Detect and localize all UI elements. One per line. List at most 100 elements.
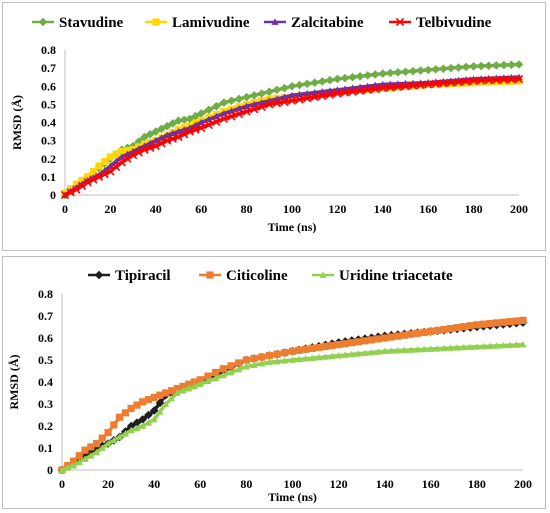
data-point bbox=[94, 172, 104, 182]
x-tick-label: 200 bbox=[510, 202, 528, 216]
data-point bbox=[121, 409, 129, 417]
data-point bbox=[461, 77, 471, 86]
data-point bbox=[340, 73, 350, 83]
data-point bbox=[280, 93, 289, 101]
data-point bbox=[308, 344, 316, 352]
data-point bbox=[335, 352, 343, 359]
data-point bbox=[424, 80, 433, 89]
data-point bbox=[116, 433, 124, 440]
data-point bbox=[453, 324, 461, 332]
data-point bbox=[287, 96, 297, 105]
data-point bbox=[288, 347, 297, 355]
data-point bbox=[348, 72, 357, 82]
data-point bbox=[162, 121, 172, 131]
data-point bbox=[219, 114, 229, 124]
data-point bbox=[242, 356, 250, 364]
x-tick-label: 120 bbox=[328, 202, 346, 216]
data-point bbox=[190, 382, 199, 390]
data-point bbox=[355, 86, 365, 95]
data-point bbox=[152, 137, 160, 144]
data-point bbox=[212, 117, 221, 127]
data-point bbox=[197, 118, 205, 126]
data-point bbox=[133, 401, 141, 409]
data-point bbox=[440, 325, 448, 334]
data-point bbox=[407, 330, 415, 338]
data-point bbox=[242, 107, 251, 116]
data-point bbox=[98, 434, 106, 442]
data-point bbox=[243, 102, 251, 110]
data-point bbox=[506, 341, 514, 349]
data-point bbox=[92, 448, 101, 456]
data-point bbox=[197, 123, 206, 133]
y-axis-label: RMSD (Å) bbox=[10, 95, 24, 150]
data-point bbox=[227, 112, 236, 121]
data-point bbox=[273, 95, 281, 102]
data-point bbox=[157, 134, 166, 141]
y-tick-label: 0 bbox=[47, 463, 53, 477]
legend-label: Tipiracil bbox=[115, 268, 171, 284]
data-point bbox=[295, 90, 304, 98]
data-point bbox=[92, 440, 101, 448]
data-point bbox=[454, 63, 463, 72]
data-point bbox=[281, 357, 289, 364]
x-tick-label: 140 bbox=[374, 202, 392, 216]
data-point bbox=[401, 82, 410, 91]
data-point bbox=[196, 380, 204, 388]
data-point bbox=[308, 354, 316, 361]
data-point bbox=[250, 361, 258, 369]
data-point bbox=[321, 353, 330, 360]
data-point bbox=[333, 74, 342, 84]
data-point bbox=[250, 354, 258, 363]
data-point bbox=[168, 119, 178, 128]
series-line bbox=[60, 318, 524, 472]
data-point bbox=[169, 129, 177, 137]
data-point bbox=[72, 180, 80, 188]
data-point bbox=[272, 85, 282, 95]
data-point bbox=[227, 362, 235, 370]
data-point bbox=[420, 328, 428, 336]
data-point bbox=[123, 146, 132, 155]
data-point bbox=[335, 341, 343, 349]
data-point bbox=[146, 139, 154, 147]
data-point bbox=[227, 368, 235, 376]
data-point bbox=[150, 393, 158, 401]
data-point bbox=[204, 372, 212, 380]
data-point bbox=[328, 341, 336, 350]
data-point bbox=[133, 424, 141, 432]
data-point bbox=[219, 371, 227, 379]
y-tick-label: 0.3 bbox=[41, 134, 56, 148]
data-point bbox=[144, 419, 153, 426]
data-point bbox=[227, 107, 236, 114]
data-point bbox=[431, 65, 441, 74]
data-point bbox=[180, 130, 189, 139]
data-point bbox=[363, 71, 372, 80]
data-point bbox=[491, 61, 501, 70]
data-point bbox=[144, 410, 153, 420]
legend-marker bbox=[312, 271, 334, 278]
data-point bbox=[272, 99, 282, 108]
data-point bbox=[106, 162, 114, 169]
data-point bbox=[446, 63, 456, 73]
data-point bbox=[378, 69, 388, 78]
data-point bbox=[499, 341, 507, 349]
data-point bbox=[302, 355, 310, 362]
data-point bbox=[81, 446, 89, 454]
data-point bbox=[69, 457, 78, 465]
data-point bbox=[367, 336, 376, 344]
data-point bbox=[486, 319, 494, 328]
data-point bbox=[440, 344, 448, 352]
data-point bbox=[433, 345, 441, 352]
data-point bbox=[89, 167, 97, 176]
data-point bbox=[476, 61, 486, 71]
x-tick-label: 160 bbox=[419, 202, 437, 216]
data-point bbox=[512, 317, 521, 325]
data-point bbox=[190, 378, 199, 386]
y-tick-label: 0.4 bbox=[41, 116, 56, 130]
data-point bbox=[446, 324, 455, 333]
legend-marker bbox=[145, 18, 167, 26]
data-point bbox=[157, 139, 166, 148]
data-point bbox=[156, 408, 164, 415]
x-tick-label: 20 bbox=[102, 477, 114, 491]
x-tick-label: 40 bbox=[150, 202, 162, 216]
data-point bbox=[519, 316, 527, 324]
